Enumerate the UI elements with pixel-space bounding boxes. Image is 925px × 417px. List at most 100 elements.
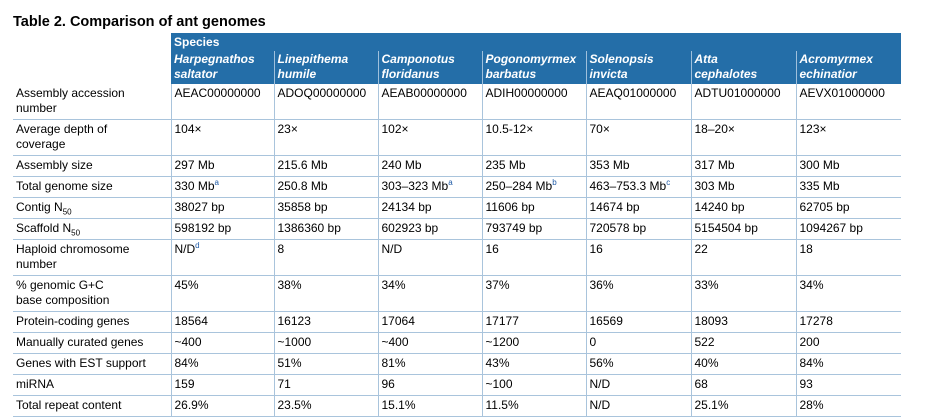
species-name-part: saltator: [174, 67, 218, 81]
table-cell: 240 Mb: [377, 155, 482, 177]
row-label: Average depth of coverage: [13, 119, 171, 156]
cell-value: 24134 bp: [381, 200, 432, 214]
cell-value: 1094267 bp: [799, 221, 863, 235]
species-name-part: Harpegnathos: [174, 52, 255, 66]
table-cell: 93: [795, 374, 902, 396]
table-cell: 26.9%: [170, 395, 274, 417]
table-row: Manually curated genes ~400 ~1000 ~400 ~1200…: [13, 332, 902, 354]
table-cell: 17064: [377, 311, 482, 333]
cell-value: 25.1%: [694, 398, 729, 412]
table-cell: 56%: [585, 353, 691, 375]
cell-value: 37%: [485, 278, 510, 292]
cell-value: 68: [694, 377, 708, 391]
table-cell: 24134 bp: [377, 197, 482, 219]
row-label-text: coverage: [16, 137, 66, 151]
table-cell: 40%: [690, 353, 796, 375]
cell-value: 17064: [381, 314, 415, 328]
cell-value: ~400: [174, 335, 202, 349]
table-cell: 70×: [585, 119, 691, 156]
cell-value: 102×: [381, 122, 409, 136]
table-cell: 11.5%: [481, 395, 586, 417]
cell-value: 300 Mb: [799, 158, 840, 172]
table-cell: 14240 bp: [690, 197, 796, 219]
table-cell: N/D: [585, 374, 691, 396]
table-cell: ADOQ00000000: [273, 84, 378, 120]
table-cell: 84%: [170, 353, 274, 375]
table-cell: 17177: [481, 311, 586, 333]
species-name-part: humile: [277, 67, 317, 81]
table-cell: 84%: [795, 353, 902, 375]
cell-value: 18093: [694, 314, 728, 328]
cell-value: 793749 bp: [485, 221, 543, 235]
row-label-text: base composition: [16, 293, 110, 307]
table-cell: 25.1%: [690, 395, 796, 417]
table-cell: 22: [690, 239, 796, 276]
species-name-header: Pogonomyrmex barbatus: [481, 51, 586, 84]
cell-value: 34%: [799, 278, 824, 292]
cell-value: AEVX01000000: [799, 86, 885, 100]
cell-value: 317 Mb: [694, 158, 735, 172]
table-cell: 200: [795, 332, 902, 354]
row-label: Scaffold N50: [13, 218, 171, 240]
table-cell: 303 Mb: [690, 176, 796, 198]
row-label-text: number: [16, 101, 57, 115]
cell-value: 250–284 Mb: [485, 179, 553, 193]
cell-value: 303–323 Mb: [381, 179, 449, 193]
cell-value: 297 Mb: [174, 158, 215, 172]
cell-value: 96: [381, 377, 395, 391]
row-label: Haploid chromosome number: [13, 239, 171, 276]
table-cell: 16: [481, 239, 586, 276]
table-cell: ADIH00000000: [481, 84, 586, 120]
cell-value: 28%: [799, 398, 824, 412]
cell-value: 0: [589, 335, 597, 349]
table-row: % genomic G+C base composition 45% 38% 34% 37…: [13, 275, 902, 312]
table-cell: 297 Mb: [170, 155, 274, 177]
cell-value: 34%: [381, 278, 406, 292]
cell-value: 330 Mb: [174, 179, 215, 193]
table-cell: 18: [795, 239, 902, 276]
cell-value: AEAQ01000000: [589, 86, 677, 100]
row-label-text: miRNA: [16, 377, 54, 391]
species-name-part: invicta: [589, 67, 628, 81]
table-cell: 123×: [795, 119, 902, 156]
cell-value: 51%: [277, 356, 302, 370]
table-row: Average depth of coverage 104× 23× 102× 10.5-…: [13, 119, 902, 156]
row-label-subscript: 50: [62, 207, 72, 217]
table-row: miRNA 159 71 96 ~100 N/D 68 93: [13, 374, 902, 396]
table-cell: 14674 bp: [585, 197, 691, 219]
table-row: Contig N50 38027 bp 35858 bp 24134 bp 11606 …: [13, 197, 902, 219]
cell-value: 33%: [694, 278, 719, 292]
species-name-header: Solenopsis invicta: [585, 51, 691, 84]
cell-value: 38027 bp: [174, 200, 225, 214]
table-cell: 16123: [273, 311, 378, 333]
table-cell: 23.5%: [273, 395, 378, 417]
cell-value: 240 Mb: [381, 158, 422, 172]
cell-value: AEAC00000000: [174, 86, 261, 100]
cell-value: ~100: [485, 377, 513, 391]
cell-value: 38%: [277, 278, 302, 292]
cell-value: 720578 bp: [589, 221, 647, 235]
table-cell: 215.6 Mb: [273, 155, 378, 177]
table-cell: 104×: [170, 119, 274, 156]
row-label: Protein-coding genes: [13, 311, 171, 333]
row-label-text: Total repeat content: [16, 398, 122, 412]
table-cell: 522: [690, 332, 796, 354]
table-cell: 1094267 bp: [795, 218, 902, 240]
table-cell: N/Dd: [170, 239, 274, 276]
table-cell: 250–284 Mbb: [481, 176, 586, 198]
row-label: % genomic G+C base composition: [13, 275, 171, 312]
table-cell: 96: [377, 374, 482, 396]
cell-value: 23.5%: [277, 398, 312, 412]
table-row: Assembly size 297 Mb 215.6 Mb 240 Mb 235 Mb 3…: [13, 155, 902, 177]
cell-value: 84%: [174, 356, 199, 370]
cell-value: 81%: [381, 356, 406, 370]
table-cell: 23×: [273, 119, 378, 156]
table-cell: 463–753.3 Mbc: [585, 176, 691, 198]
table-cell: 18–20×: [690, 119, 796, 156]
table-cell: ~400: [377, 332, 482, 354]
species-name-part: barbatus: [485, 67, 537, 81]
footnote-marker: d: [195, 241, 200, 250]
cell-value: N/D: [589, 398, 611, 412]
cell-value: 15.1%: [381, 398, 416, 412]
row-label-text: Contig N: [16, 200, 63, 214]
